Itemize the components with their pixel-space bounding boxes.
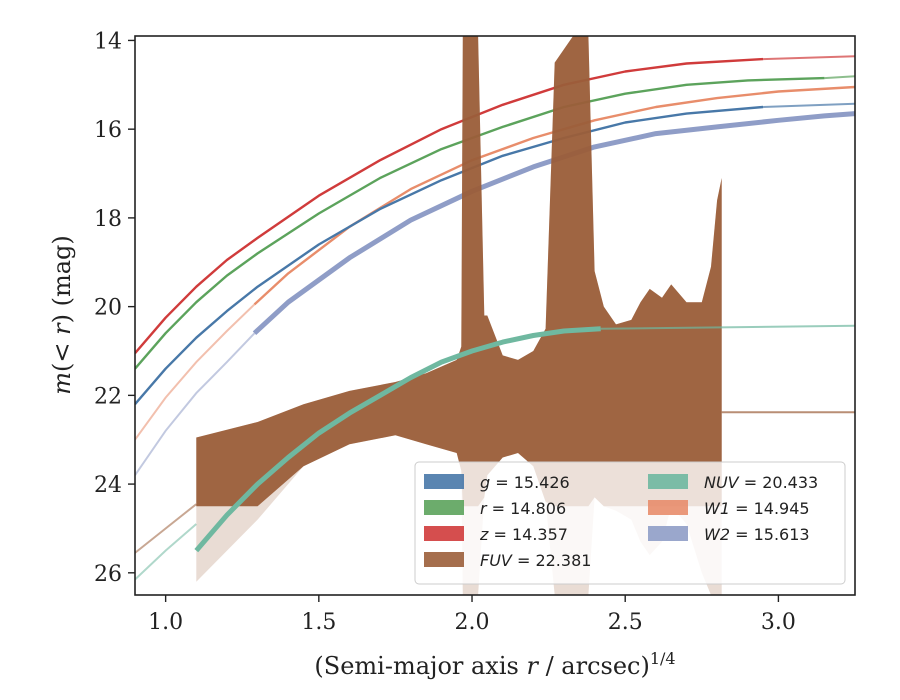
ticks-layer: 1.0 1.5 2.0 2.5 3.0 14 16 18 20 22 24 26 bbox=[94, 29, 796, 635]
legend-swatch bbox=[424, 500, 464, 515]
series-layer bbox=[135, 36, 855, 595]
legend-box bbox=[414, 461, 846, 585]
legend-swatch bbox=[424, 474, 464, 489]
x-axis-label: (Semi-major axis r / arcsec)1/4 bbox=[314, 649, 675, 680]
y-tick-label: 22 bbox=[94, 384, 122, 409]
series-fuv-band bbox=[196, 36, 722, 507]
legend-entry-g: g = 15.426 bbox=[424, 473, 570, 492]
legend-entry-z: z = 14.357 bbox=[424, 525, 568, 544]
legend-swatch bbox=[424, 552, 464, 567]
series-z bbox=[135, 55, 855, 354]
x-tick-label: 1.0 bbox=[148, 610, 183, 635]
series-z-asymptote bbox=[763, 55, 855, 61]
legend-entry-r: r = 14.806 bbox=[424, 499, 566, 518]
legend-label: z = 14.357 bbox=[479, 525, 568, 544]
series-g-line bbox=[135, 105, 764, 405]
series-r bbox=[135, 75, 855, 370]
series-nuv bbox=[135, 324, 855, 581]
legend-swatch bbox=[648, 474, 688, 489]
legend-label: NUV = 20.433 bbox=[704, 473, 818, 492]
y-tick-label: 18 bbox=[94, 207, 122, 232]
legend-swatch bbox=[424, 526, 464, 541]
series-nuv-line bbox=[194, 326, 601, 553]
plot-frame bbox=[134, 35, 856, 596]
x-tick-label: 2.0 bbox=[455, 610, 490, 635]
series-w1 bbox=[135, 85, 855, 441]
legend-label: g = 15.426 bbox=[480, 473, 570, 492]
y-tick-label: 26 bbox=[94, 562, 122, 587]
series-r-line bbox=[135, 76, 825, 370]
series-w1-line bbox=[253, 85, 855, 306]
legend-swatch bbox=[648, 500, 688, 515]
series-nuv-asymptote bbox=[600, 324, 855, 330]
series-g bbox=[135, 102, 855, 405]
y-tick-label: 14 bbox=[94, 29, 122, 54]
x-tick-label: 1.5 bbox=[301, 610, 336, 635]
legend-swatch bbox=[648, 526, 688, 541]
series-fuv-inner-line bbox=[135, 503, 197, 554]
legend-label: r = 14.806 bbox=[480, 499, 566, 518]
series-w2-inner-line bbox=[135, 332, 256, 476]
x-tick-label: 2.5 bbox=[608, 610, 643, 635]
series-w1-inner-line bbox=[135, 303, 256, 441]
legend-entry-fuv: FUV = 22.381 bbox=[424, 551, 591, 570]
legend-label: W2 = 15.613 bbox=[704, 525, 810, 544]
x-tick-label: 3.0 bbox=[761, 610, 796, 635]
y-tick-label: 20 bbox=[94, 296, 122, 321]
series-fuv bbox=[135, 36, 855, 595]
y-tick-label: 24 bbox=[94, 473, 122, 498]
series-r-asymptote bbox=[824, 75, 855, 80]
series-nuv-inner-line bbox=[135, 523, 197, 581]
legend-entry-nuv: NUV = 20.433 bbox=[648, 473, 818, 492]
y-tick-label: 16 bbox=[94, 118, 122, 143]
y-axis-label: m(< r) (mag) bbox=[48, 235, 76, 395]
series-g-asymptote bbox=[763, 102, 855, 108]
legend-entry-w1: W1 = 14.945 bbox=[648, 499, 810, 518]
legend: g = 15.426 r = 14.806 z = 14.357 FUV = 22.3… bbox=[414, 461, 846, 585]
series-z-line bbox=[135, 57, 764, 354]
legend-entry-w2: W2 = 15.613 bbox=[648, 525, 810, 544]
legend-label: FUV = 22.381 bbox=[480, 551, 591, 570]
legend-label: W1 = 14.945 bbox=[704, 499, 810, 518]
